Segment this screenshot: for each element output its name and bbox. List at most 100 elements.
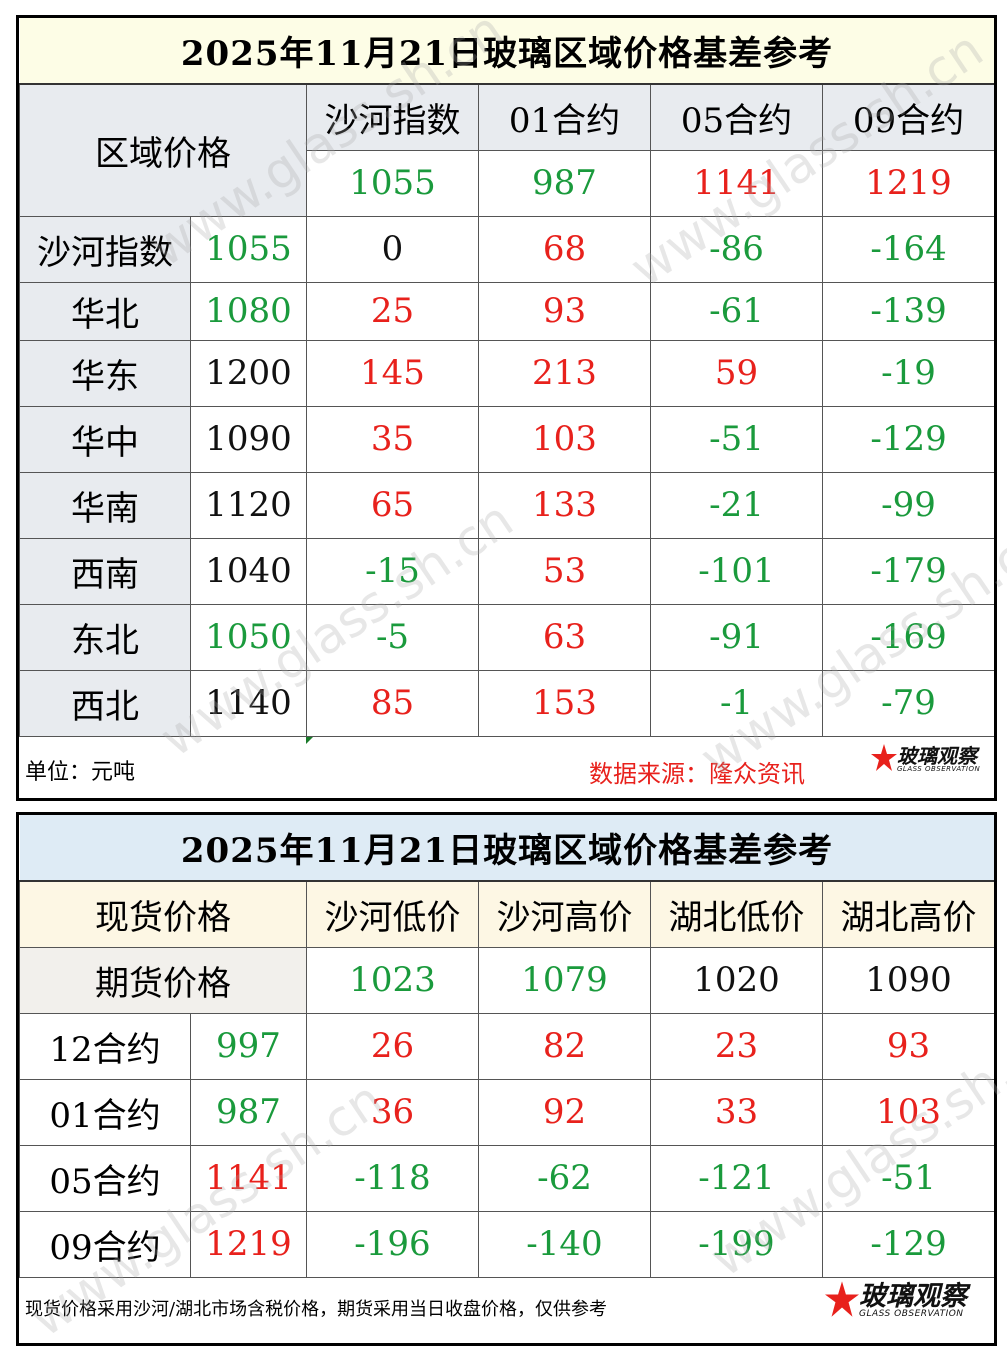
table1-col-header: 01合约 [478,83,651,151]
row-price: 1040 [190,537,307,605]
table1-header-value: 1141 [650,149,823,217]
basis-cell: 93 [478,281,651,341]
basis-cell: 82 [478,1012,651,1080]
row-price: 1140 [190,669,307,737]
basis-cell: -196 [306,1210,479,1278]
basis-cell: 93 [821,1012,994,1080]
table-row: 华南 1120 65 133 -21 -99 [19,471,994,539]
basis-cell: 59 [650,339,823,407]
basis-cell: 0 [306,215,479,283]
table2-col-header: 湖北低价 [650,880,823,948]
basis-cell: 23 [650,1012,823,1080]
row-price: 1080 [190,281,307,341]
row-price: 1120 [190,471,307,539]
basis-cell: 26 [306,1012,479,1080]
basis-cell: -129 [821,405,994,473]
basis-cell: -5 [306,603,479,671]
row-label: 华南 [19,471,191,539]
futures-price-label: 期货价格 [19,946,307,1014]
basis-cell: 68 [478,215,651,283]
basis-cell: 92 [478,1078,651,1146]
basis-cell: -140 [478,1210,651,1278]
basis-cell: 63 [478,603,651,671]
glass-observation-logo: 玻璃观察 GLASS OBSERVATION [825,1281,967,1321]
table-row: 12合约 997 26 82 23 93 [19,1012,994,1080]
basis-cell: -164 [821,215,994,283]
row-label: 西南 [19,537,191,605]
table-row: 华东 1200 145 213 59 -19 [19,339,994,407]
row-label: 西北 [19,669,191,737]
table1-header-value: 987 [478,149,651,217]
table1-col-header: 05合约 [650,83,823,151]
basis-cell: -121 [650,1144,823,1212]
spot-price-label: 现货价格 [19,880,307,948]
basis-cell: -86 [650,215,823,283]
table1-title: 2025年11月21日玻璃区域价格基差参考 [19,18,994,85]
spot-price-value: 1020 [650,946,823,1014]
logo-cn-text: 玻璃观察 [859,1281,967,1312]
contract-price: 987 [190,1078,307,1146]
cell-corner-marker [306,737,313,744]
row-price: 1090 [190,405,307,473]
basis-cell: 53 [478,537,651,605]
contract-label: 12合约 [19,1012,191,1080]
basis-cell: 65 [306,471,479,539]
contract-price: 997 [190,1012,307,1080]
basis-cell: 103 [478,405,651,473]
logo-en-text: GLASS OBSERVATION [897,764,981,773]
basis-cell: -51 [821,1144,994,1212]
pricing-note: 现货价格采用沙河/湖北市场含税价格，期货采用当日收盘价格，仅供参考 [25,1299,608,1320]
basis-cell: 145 [306,339,479,407]
logo-cn-text: 玻璃观察 [897,743,977,768]
red-star-icon [825,1281,859,1317]
table1-col-header: 09合约 [821,83,994,151]
table-row: 09合约 1219 -196 -140 -199 -129 [19,1210,994,1278]
row-price: 1050 [190,603,307,671]
table1-col-header: 沙河指数 [306,83,479,151]
table-row: 05合约 1141 -118 -62 -121 -51 [19,1144,994,1212]
spot-price-value: 1023 [306,946,479,1014]
basis-cell: -139 [821,281,994,341]
basis-cell: -61 [650,281,823,341]
basis-cell: -79 [821,669,994,737]
basis-cell: 33 [650,1078,823,1146]
basis-cell: -118 [306,1144,479,1212]
basis-cell: -169 [821,603,994,671]
table2-col-header: 沙河低价 [306,880,479,948]
basis-cell: -99 [821,471,994,539]
table-row: 东北 1050 -5 63 -91 -169 [19,603,994,671]
row-label: 沙河指数 [19,215,191,283]
table-row: 01合约 987 36 92 33 103 [19,1078,994,1146]
contract-label: 09合约 [19,1210,191,1278]
table1-footer: 单位：元吨 数据来源：隆众资讯 玻璃观察 GLASS OBSERVATION [19,734,994,798]
contract-price: 1141 [190,1144,307,1212]
row-label: 华中 [19,405,191,473]
futures-basis-table: 2025年11月21日玻璃区域价格基差参考 现货价格 沙河低价 沙河高价 湖北低… [19,815,994,1278]
contract-label: 05合约 [19,1144,191,1212]
row-price: 1055 [190,215,307,283]
table-row: 华北 1080 25 93 -61 -139 [19,281,994,341]
contract-price: 1219 [190,1210,307,1278]
futures-basis-panel: 2025年11月21日玻璃区域价格基差参考 现货价格 沙河低价 沙河高价 湖北低… [16,812,997,1346]
row-price: 1200 [190,339,307,407]
red-star-icon [871,744,897,771]
basis-cell: -199 [650,1210,823,1278]
row-label: 华东 [19,339,191,407]
table1-corner-label: 区域价格 [19,83,307,217]
glass-observation-logo: 玻璃观察 GLASS OBSERVATION [871,744,980,774]
basis-cell: 153 [478,669,651,737]
spot-price-value: 1090 [821,946,994,1014]
basis-cell: 213 [478,339,651,407]
table2-footer: 现货价格采用沙河/湖北市场含税价格，期货采用当日收盘价格，仅供参考 玻璃观察 G… [19,1277,994,1343]
basis-cell: 36 [306,1078,479,1146]
basis-cell: -179 [821,537,994,605]
basis-cell: -129 [821,1210,994,1278]
table2-title: 2025年11月21日玻璃区域价格基差参考 [19,815,994,882]
basis-cell: -91 [650,603,823,671]
regional-basis-table: 2025年11月21日玻璃区域价格基差参考 区域价格 沙河指数 01合约 05合… [19,18,994,737]
table-row: 华中 1090 35 103 -51 -129 [19,405,994,473]
regional-price-panel: 2025年11月21日玻璃区域价格基差参考 区域价格 沙河指数 01合约 05合… [16,15,997,801]
basis-cell: -1 [650,669,823,737]
basis-cell: 103 [821,1078,994,1146]
basis-cell: 85 [306,669,479,737]
